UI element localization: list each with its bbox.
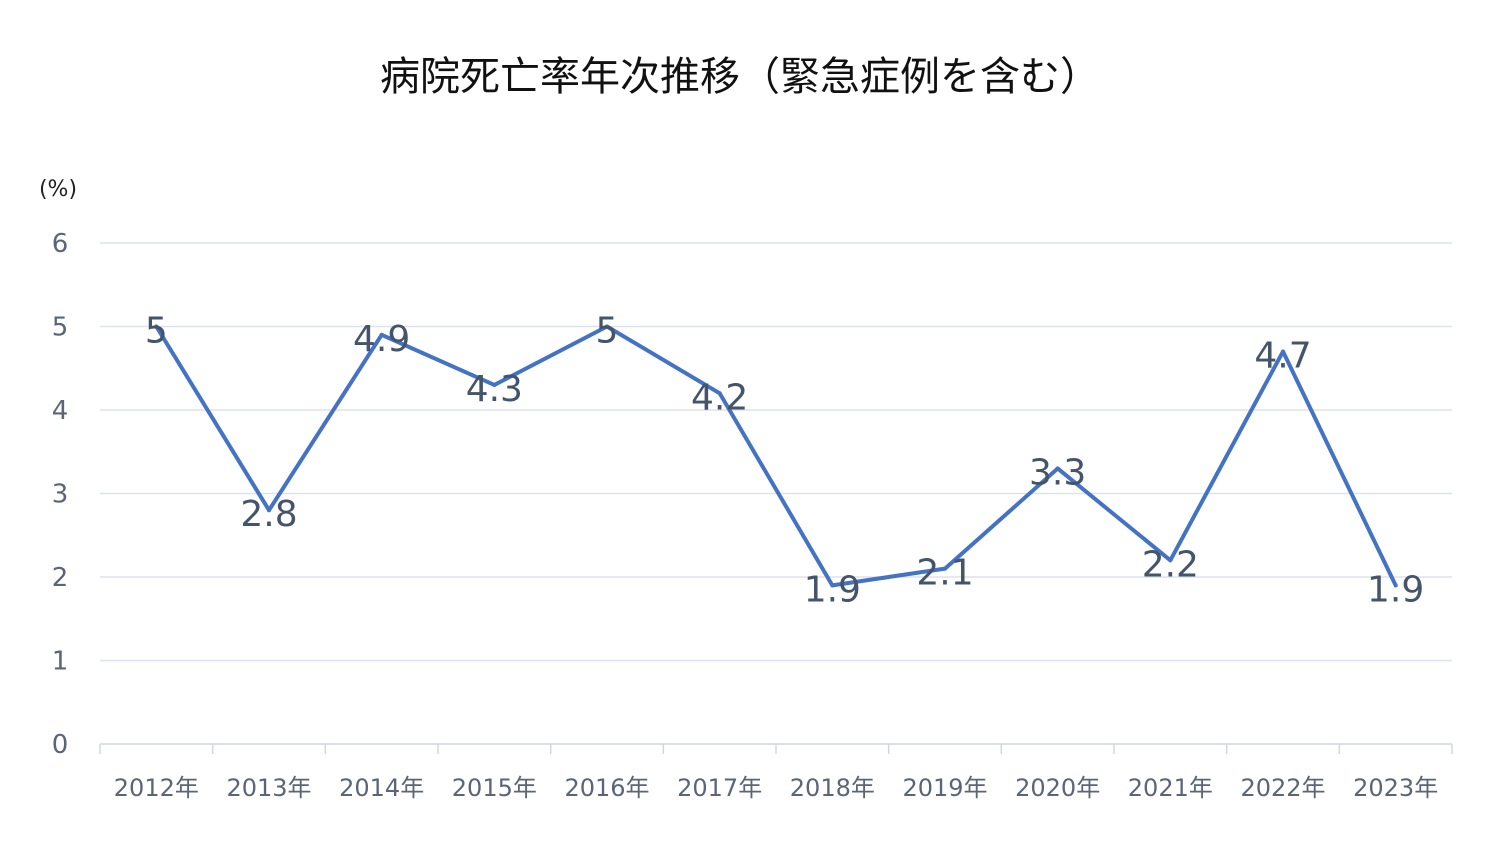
y-tick-label: 6 [52, 229, 69, 259]
grid-lines [100, 242, 1452, 662]
data-label: 1.9 [1367, 569, 1424, 610]
x-tick-label: 2012年 [114, 774, 199, 802]
data-point [1055, 466, 1060, 471]
y-tick-label: 3 [52, 480, 69, 510]
data-point [605, 324, 609, 329]
data-point [492, 382, 497, 387]
data-point [267, 508, 271, 513]
data-label: 5 [145, 311, 168, 352]
x-tick-label: 2023年 [1353, 774, 1438, 802]
x-axis: 2012年 2013年 2014年 2015年 2016年 2017年 2018年 2019年… [99, 743, 1453, 802]
x-tick-label: 2014年 [339, 774, 424, 802]
x-tick-label: 2020年 [1015, 774, 1100, 802]
x-tick-label: 2018年 [790, 774, 875, 802]
series-line [154, 324, 1398, 588]
data-point [830, 583, 835, 588]
data-point [1168, 558, 1173, 563]
data-point [717, 391, 722, 396]
series-hospital-mortality [154, 324, 1398, 588]
x-tick-label: 2015年 [452, 774, 537, 802]
data-point [154, 324, 159, 329]
y-tick-label: 2 [52, 563, 69, 593]
data-label: 4.9 [353, 319, 410, 360]
data-point [943, 566, 947, 571]
data-label: 3.3 [1029, 452, 1086, 493]
data-label: 4.3 [466, 369, 523, 410]
y-axis-ticks: 0 1 2 3 4 5 6 [52, 229, 69, 760]
data-label: 1.9 [804, 569, 861, 610]
data-label: 4.7 [1254, 336, 1311, 377]
x-tick-label: 2021年 [1128, 774, 1213, 802]
data-label: 2.8 [240, 494, 297, 535]
data-label: 2.1 [916, 553, 973, 594]
x-tick-label: 2016年 [564, 774, 649, 802]
data-labels: 5 2.8 4.9 4.3 5 4.2 1.9 2.1 3.3 2.2 4.7 1.9 [145, 311, 1424, 611]
data-label: 2.2 [1142, 544, 1199, 585]
data-point [1393, 583, 1398, 588]
y-tick-label: 5 [52, 313, 69, 343]
y-tick-label: 0 [52, 730, 69, 760]
x-tick-label: 2013年 [226, 774, 311, 802]
x-tick-label: 2022年 [1240, 774, 1325, 802]
chart-title: 病院死亡率年次推移（緊急症例を含む） [380, 54, 1100, 100]
data-point [1281, 349, 1285, 354]
data-point [379, 332, 384, 337]
y-unit-label: (%) [39, 177, 77, 202]
data-label: 5 [596, 311, 619, 352]
y-tick-label: 1 [52, 647, 69, 677]
data-label: 4.2 [691, 377, 748, 418]
y-tick-label: 4 [52, 396, 69, 426]
x-tick-label: 2019年 [902, 774, 987, 802]
x-tick-label: 2017年 [677, 774, 762, 802]
